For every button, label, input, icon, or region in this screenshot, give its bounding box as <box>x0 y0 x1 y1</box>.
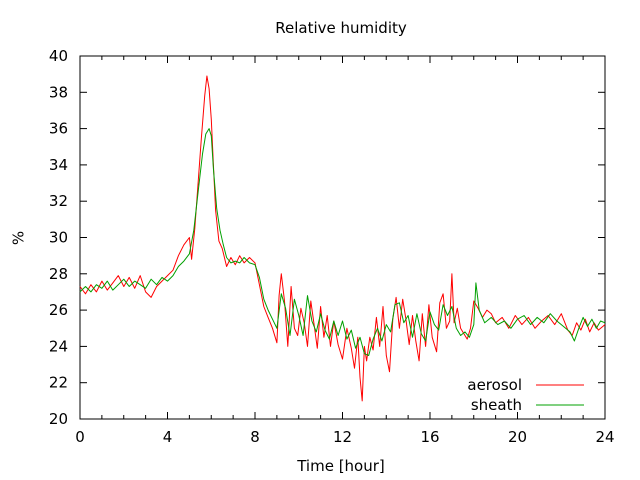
series-layer <box>79 75 606 402</box>
series-line-aerosol <box>79 75 606 402</box>
x-tick-label: 8 <box>250 428 260 446</box>
series-line-sheath <box>79 128 606 356</box>
y-tick-label: 24 <box>49 337 68 355</box>
y-tick-label: 28 <box>49 265 68 283</box>
x-tick-label: 4 <box>163 428 173 446</box>
plot-frame <box>79 55 606 420</box>
legend-label-sheath: sheath <box>471 396 522 414</box>
x-axis-label: Time [hour] <box>296 457 385 475</box>
y-tick-label: 36 <box>49 120 68 138</box>
x-tick-label: 24 <box>595 428 614 446</box>
x-tick-label: 12 <box>333 428 352 446</box>
y-tick-label: 34 <box>49 156 68 174</box>
x-tick-label: 20 <box>508 428 527 446</box>
y-axis-label: % <box>10 231 28 245</box>
y-tick-label: 38 <box>49 83 68 101</box>
y-tick-label: 20 <box>49 410 68 428</box>
axis-ticks: 0 4 8 12 16 20 24 20 22 24 26 28 30 32 34 36 38 40 <box>49 47 615 446</box>
y-tick-label: 22 <box>49 374 68 392</box>
x-tick-label: 0 <box>75 428 85 446</box>
y-tick-label: 26 <box>49 301 68 319</box>
chart-title: Relative humidity <box>275 19 407 37</box>
x-tick-label: 16 <box>420 428 439 446</box>
legend-label-aerosol: aerosol <box>467 376 522 394</box>
plot-area: 0 4 8 12 16 20 24 20 22 24 26 28 30 32 34 36 38 40 <box>49 47 615 446</box>
y-tick-label: 30 <box>49 229 68 247</box>
y-tick-label: 40 <box>49 47 68 65</box>
legend: aerosol sheath <box>467 376 584 414</box>
y-tick-label: 32 <box>49 192 68 210</box>
